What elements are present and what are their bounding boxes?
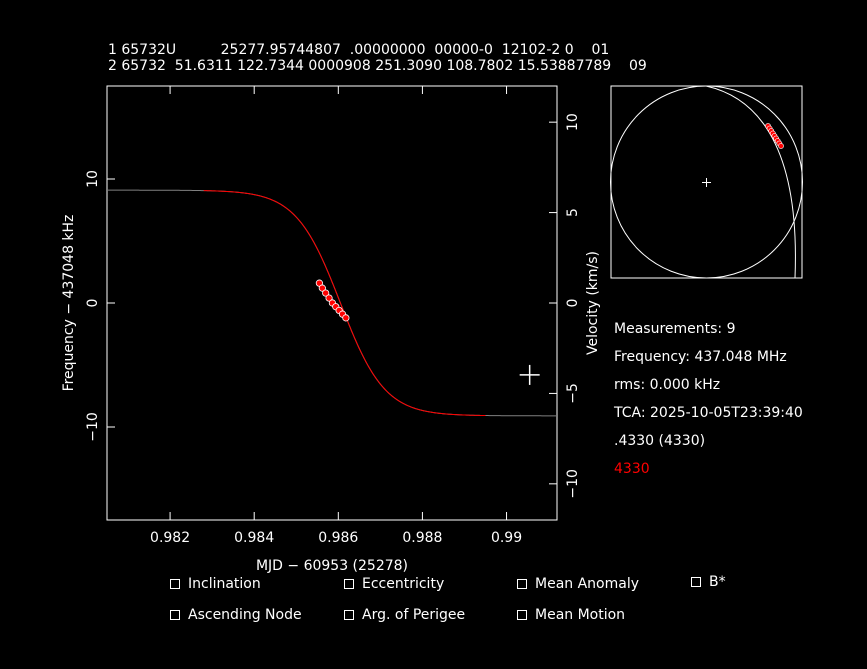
checkbox-bstar[interactable]	[691, 577, 701, 587]
checkbox-mean-anomaly[interactable]	[517, 579, 527, 589]
x-tick-label: 0.988	[402, 530, 442, 546]
checkbox-eccentricity[interactable]	[344, 579, 354, 589]
option-arg-of-perigee[interactable]: Arg. of Perigee	[344, 607, 465, 623]
x-tick-label: 0.982	[150, 530, 190, 546]
tle-line-2: 2 65732 51.6311 122.7344 0000908 251.309…	[108, 58, 647, 74]
option-ascending-node[interactable]: Ascending Node	[170, 607, 302, 623]
measurement-point	[318, 284, 326, 292]
info-site-red: 4330	[614, 461, 650, 477]
y2-tick-label: 0	[565, 299, 581, 308]
pass-track	[705, 85, 796, 279]
option-label: Mean Anomaly	[535, 576, 640, 592]
option-eccentricity[interactable]: Eccentricity	[344, 576, 444, 592]
checkbox-mean-motion[interactable]	[517, 610, 527, 620]
checkbox-arg-of-perigee[interactable]	[344, 610, 354, 620]
x-tick-label: 0.986	[318, 530, 358, 546]
option-label: B*	[709, 574, 726, 590]
info-site: .4330 (4330)	[614, 433, 706, 449]
checkbox-inclination[interactable]	[170, 579, 180, 589]
x-tick-label: 0.99	[491, 530, 522, 546]
orbit-view	[610, 85, 803, 279]
y-tick-label: 10	[85, 170, 101, 188]
option-bstar[interactable]: B*	[691, 574, 726, 590]
info-rms: rms: 0.000 kHz	[614, 377, 721, 393]
info-frequency: Frequency: 437.048 MHz	[614, 349, 787, 365]
axis-ticks	[107, 86, 557, 520]
option-label: Ascending Node	[188, 607, 302, 623]
axis-tick-labels: 0.982 0.984 0.986 0.988 0.99 10 0 −10 10 5 0 −5 −10	[85, 113, 581, 546]
measurement-point	[342, 314, 350, 322]
y-tick-label: 0	[85, 299, 101, 308]
measurement-point	[322, 289, 330, 297]
option-label: Mean Motion	[535, 607, 626, 623]
option-inclination[interactable]: Inclination	[170, 576, 261, 592]
y-axis-label: Frequency − 437048 kHz	[61, 215, 77, 392]
measurement-point	[325, 294, 333, 302]
y2-tick-label: 10	[565, 113, 581, 131]
option-label: Eccentricity	[362, 576, 445, 592]
y2-tick-label: 5	[565, 208, 581, 217]
crosshair-marker	[519, 364, 540, 385]
info-measurements: Measurements: 9	[614, 321, 736, 337]
checkbox-ascending-node[interactable]	[170, 610, 180, 620]
fit-curve	[203, 190, 486, 417]
tle-line-1: 1 65732U 25277.95744807 .00000000 00000-…	[108, 42, 610, 58]
info-tca: TCA: 2025-10-05T23:39:40	[614, 405, 803, 421]
y2-axis-label: Velocity (km/s)	[585, 251, 601, 355]
x-tick-label: 0.984	[234, 530, 274, 546]
option-label: Arg. of Perigee	[362, 607, 466, 623]
y2-tick-label: −10	[565, 469, 581, 499]
x-axis-label: MJD − 60953 (25278)	[256, 558, 408, 574]
orbit-point	[778, 143, 784, 149]
y2-tick-label: −5	[565, 383, 581, 404]
option-label: Inclination	[188, 576, 261, 592]
option-mean-motion[interactable]: Mean Motion	[517, 607, 625, 623]
measurement-points[interactable]	[315, 279, 350, 322]
y-tick-label: −10	[85, 412, 101, 442]
option-mean-anomaly[interactable]: Mean Anomaly	[517, 576, 639, 592]
orbit-measurement-points	[765, 123, 784, 149]
